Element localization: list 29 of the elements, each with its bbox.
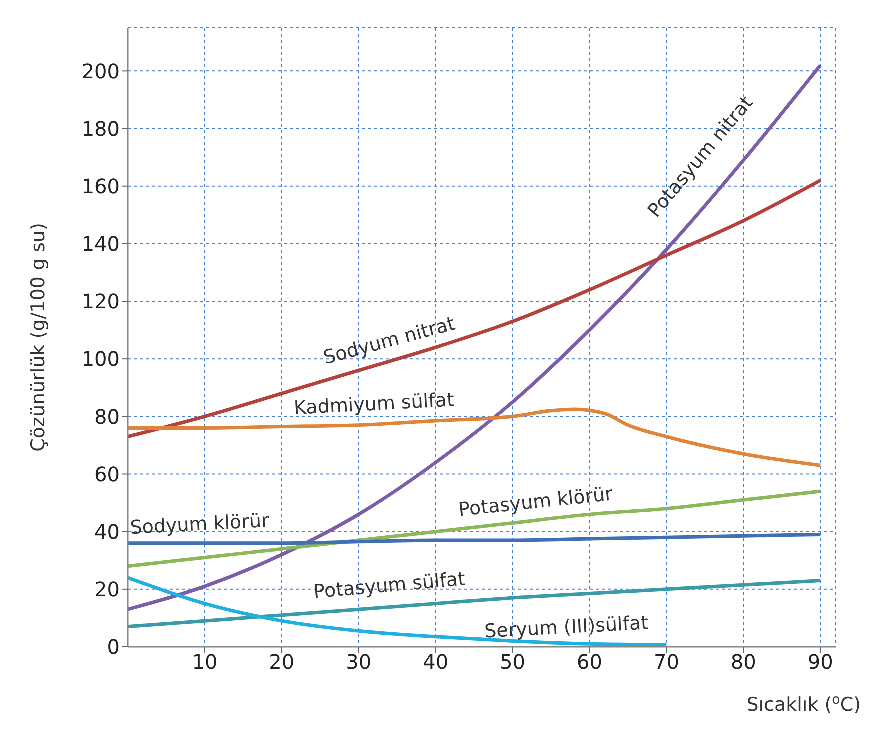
series-label: Potasyum sülfat — [312, 568, 466, 604]
y-tick-label: 80 — [94, 404, 120, 429]
x-tick-label: 80 — [730, 650, 756, 674]
text: Potasyum klörür — [458, 483, 614, 522]
x-tick-label: 50 — [500, 650, 526, 674]
x-tick-label: 90 — [808, 650, 834, 674]
x-tick-label: 30 — [346, 650, 372, 674]
y-axis-title: Çözünürlük (g/100 g su) — [28, 223, 50, 452]
y-tick-label: 40 — [94, 520, 120, 544]
y-tick-label: 200 — [82, 59, 120, 84]
x-tick-label: 10 — [192, 650, 218, 674]
series-label: Seryum (III)sülfat — [484, 612, 650, 643]
y-tick-label: 140 — [82, 232, 120, 256]
x-tick-label: 70 — [654, 650, 680, 674]
series-label: Sodyum klörür — [130, 510, 270, 540]
y-tick-label: 100 — [82, 347, 120, 372]
y-tick-label: 160 — [82, 174, 120, 198]
y-tick-label: 20 — [94, 578, 120, 602]
x-tick-label: 20 — [269, 650, 295, 674]
text: Sodyum nitrat — [321, 312, 458, 370]
y-tick-label: 120 — [82, 290, 120, 314]
y-tick-label: 180 — [82, 116, 120, 141]
x-axis-title: Sıcaklık ($^{o}$C) — [746, 692, 861, 716]
line-series — [128, 64, 822, 612]
series-label: Kadmiyum sülfat — [294, 389, 455, 420]
x-tick-label: 40 — [423, 650, 449, 674]
y-tick-label: 0 — [107, 635, 120, 660]
x-tick-label: 60 — [577, 650, 602, 674]
y-tick-label: 60 — [94, 462, 120, 486]
